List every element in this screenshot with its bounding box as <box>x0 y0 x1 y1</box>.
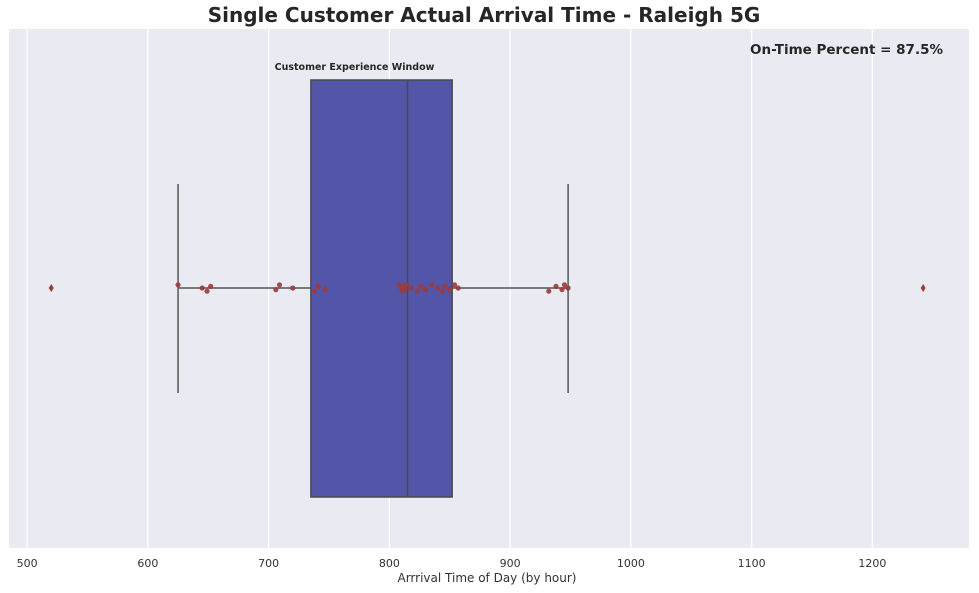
x-tick-label: 1100 <box>738 557 766 570</box>
x-tick-label: 900 <box>500 557 521 570</box>
data-point <box>565 285 571 291</box>
data-point <box>423 287 429 293</box>
data-point <box>322 287 328 293</box>
data-point <box>311 288 318 294</box>
data-point <box>290 285 296 291</box>
outlier-marker <box>48 284 54 292</box>
x-tick-label: 700 <box>258 557 279 570</box>
data-point <box>199 285 205 291</box>
data-point <box>402 287 408 293</box>
data-point <box>414 288 420 294</box>
data-point <box>546 288 552 294</box>
data-point <box>435 285 441 291</box>
data-point <box>408 285 414 291</box>
x-tick-label: 800 <box>379 557 400 570</box>
data-point <box>403 282 409 288</box>
data-point <box>175 282 181 288</box>
chart-title: Single Customer Actual Arrival Time - Ra… <box>208 3 761 27</box>
x-tick-label: 500 <box>17 557 38 570</box>
data-point <box>429 282 435 288</box>
iqr-box <box>310 79 453 498</box>
data-point <box>204 288 210 294</box>
data-points <box>175 282 571 294</box>
data-point <box>208 283 214 289</box>
window-label: Customer Experience Window <box>275 62 435 73</box>
data-point <box>561 282 568 288</box>
data-point <box>276 282 283 288</box>
x-tick-label: 1200 <box>858 557 886 570</box>
x-tick-label: 1000 <box>617 557 645 570</box>
data-point <box>455 285 461 291</box>
box-plot <box>48 79 926 498</box>
data-point <box>553 283 559 289</box>
outlier-marker <box>920 284 926 292</box>
data-point <box>418 283 424 289</box>
x-axis-label: Arrrival Time of Day (by hour) <box>398 571 577 585</box>
data-point <box>315 283 321 289</box>
x-axis-ticks: 500 600 700 800 900 1000 1100 1200 <box>17 557 887 570</box>
data-point <box>273 287 279 293</box>
data-point <box>447 287 453 293</box>
x-tick-label: 600 <box>137 557 158 570</box>
data-point <box>559 287 565 293</box>
data-point <box>439 288 446 294</box>
data-point <box>442 283 448 289</box>
on-time-percent: On-Time Percent = 87.5% <box>750 42 943 58</box>
data-point <box>451 282 458 288</box>
